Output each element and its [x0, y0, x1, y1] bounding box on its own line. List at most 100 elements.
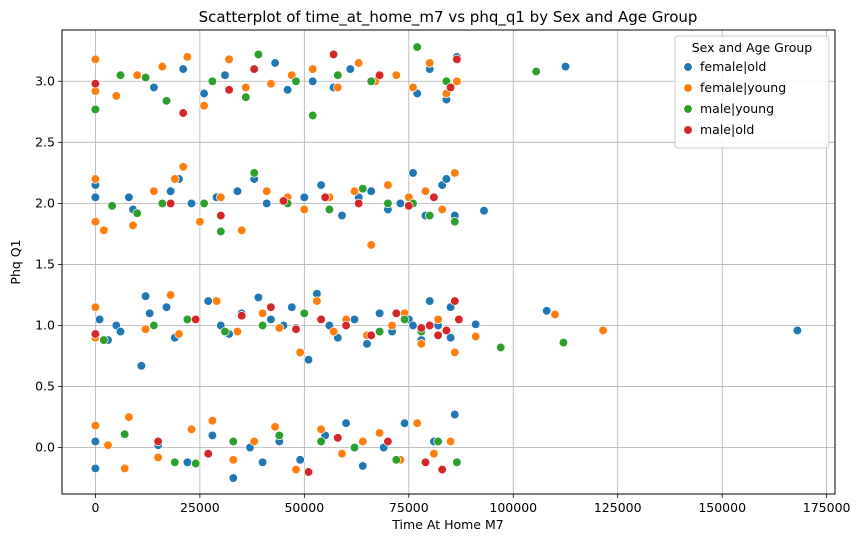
data-point [120, 429, 130, 439]
data-point [358, 461, 368, 471]
data-point [191, 314, 201, 325]
data-point [450, 296, 460, 306]
data-point [191, 458, 201, 469]
data-point [358, 436, 368, 447]
data-point [437, 204, 447, 215]
data-point [333, 70, 343, 80]
data-point [349, 314, 360, 325]
data-point [90, 54, 101, 64]
data-point [308, 110, 318, 121]
data-point [124, 412, 134, 422]
data-point [366, 330, 376, 340]
data-point [249, 168, 259, 178]
legend-marker [683, 62, 693, 72]
data-point [199, 88, 209, 99]
data-point [241, 82, 251, 93]
data-point [257, 320, 268, 331]
legend: Sex and Age Group female|old female|young… [674, 35, 830, 149]
data-point [115, 70, 126, 80]
data-point [420, 186, 431, 196]
data-point [165, 186, 176, 196]
data-points [90, 42, 803, 483]
data-point [165, 290, 176, 300]
data-point [178, 64, 188, 74]
data-point [274, 430, 284, 441]
chart-title: Scatterplot of time_at_home_m7 vs phq_q1… [199, 8, 698, 27]
data-point [157, 61, 167, 72]
y-tick-label: 1.0 [35, 317, 55, 332]
data-point [249, 436, 259, 447]
data-point [452, 54, 462, 64]
data-point [161, 96, 172, 106]
data-point [420, 457, 431, 467]
data-point [558, 337, 569, 348]
data-point [383, 180, 393, 190]
data-point [90, 174, 101, 184]
data-point [90, 420, 101, 431]
y-axis-label: Phq Q1 [8, 239, 23, 284]
data-point [437, 464, 447, 475]
data-point [328, 49, 339, 60]
data-point [220, 70, 230, 80]
data-point [320, 192, 330, 202]
data-point [404, 201, 414, 211]
data-point [425, 210, 435, 221]
data-point [450, 347, 460, 358]
data-point [471, 331, 481, 342]
data-point [228, 455, 238, 465]
data-point [90, 329, 101, 339]
data-point [266, 314, 276, 325]
data-point [182, 314, 193, 325]
data-point [450, 217, 460, 227]
x-tick-label: 0 [91, 500, 99, 515]
data-point [333, 82, 343, 93]
data-point [395, 198, 406, 209]
data-point [270, 58, 280, 68]
data-point [207, 416, 218, 426]
data-point [416, 339, 426, 349]
legend-box [674, 35, 830, 149]
data-point [299, 308, 309, 318]
data-point [99, 335, 109, 345]
data-point [94, 314, 105, 325]
data-point [220, 326, 230, 337]
legend-label: male|old [700, 122, 754, 137]
data-point [295, 347, 305, 358]
x-tick-label: 150000 [698, 500, 746, 515]
data-point [542, 306, 552, 316]
data-point [471, 319, 481, 329]
data-point [216, 210, 226, 221]
data-point [253, 292, 264, 303]
data-point [145, 308, 155, 318]
data-point [452, 457, 462, 467]
x-axis-ticks: 0 25000 50000 75000 100000 125000 150000 175000 [91, 494, 851, 515]
data-point [262, 186, 272, 196]
data-point [391, 455, 401, 465]
data-point [366, 76, 376, 86]
data-point [291, 324, 301, 334]
data-point [270, 422, 280, 432]
data-point [328, 326, 339, 337]
data-point [316, 314, 326, 325]
data-point [341, 418, 351, 428]
data-point [337, 210, 347, 221]
data-point [308, 76, 318, 86]
data-point [115, 326, 126, 337]
data-point [149, 82, 159, 93]
data-point [416, 323, 426, 333]
data-point [224, 54, 234, 64]
data-point [153, 452, 163, 463]
data-point [341, 320, 351, 331]
data-point [354, 58, 364, 68]
data-point [408, 82, 418, 93]
data-point [253, 49, 264, 60]
data-point [186, 424, 197, 434]
data-point [792, 325, 803, 336]
data-point [182, 52, 193, 62]
data-point [266, 79, 276, 89]
data-point [232, 326, 243, 337]
data-point [224, 85, 234, 95]
data-point [362, 339, 372, 349]
data-point [132, 208, 142, 218]
